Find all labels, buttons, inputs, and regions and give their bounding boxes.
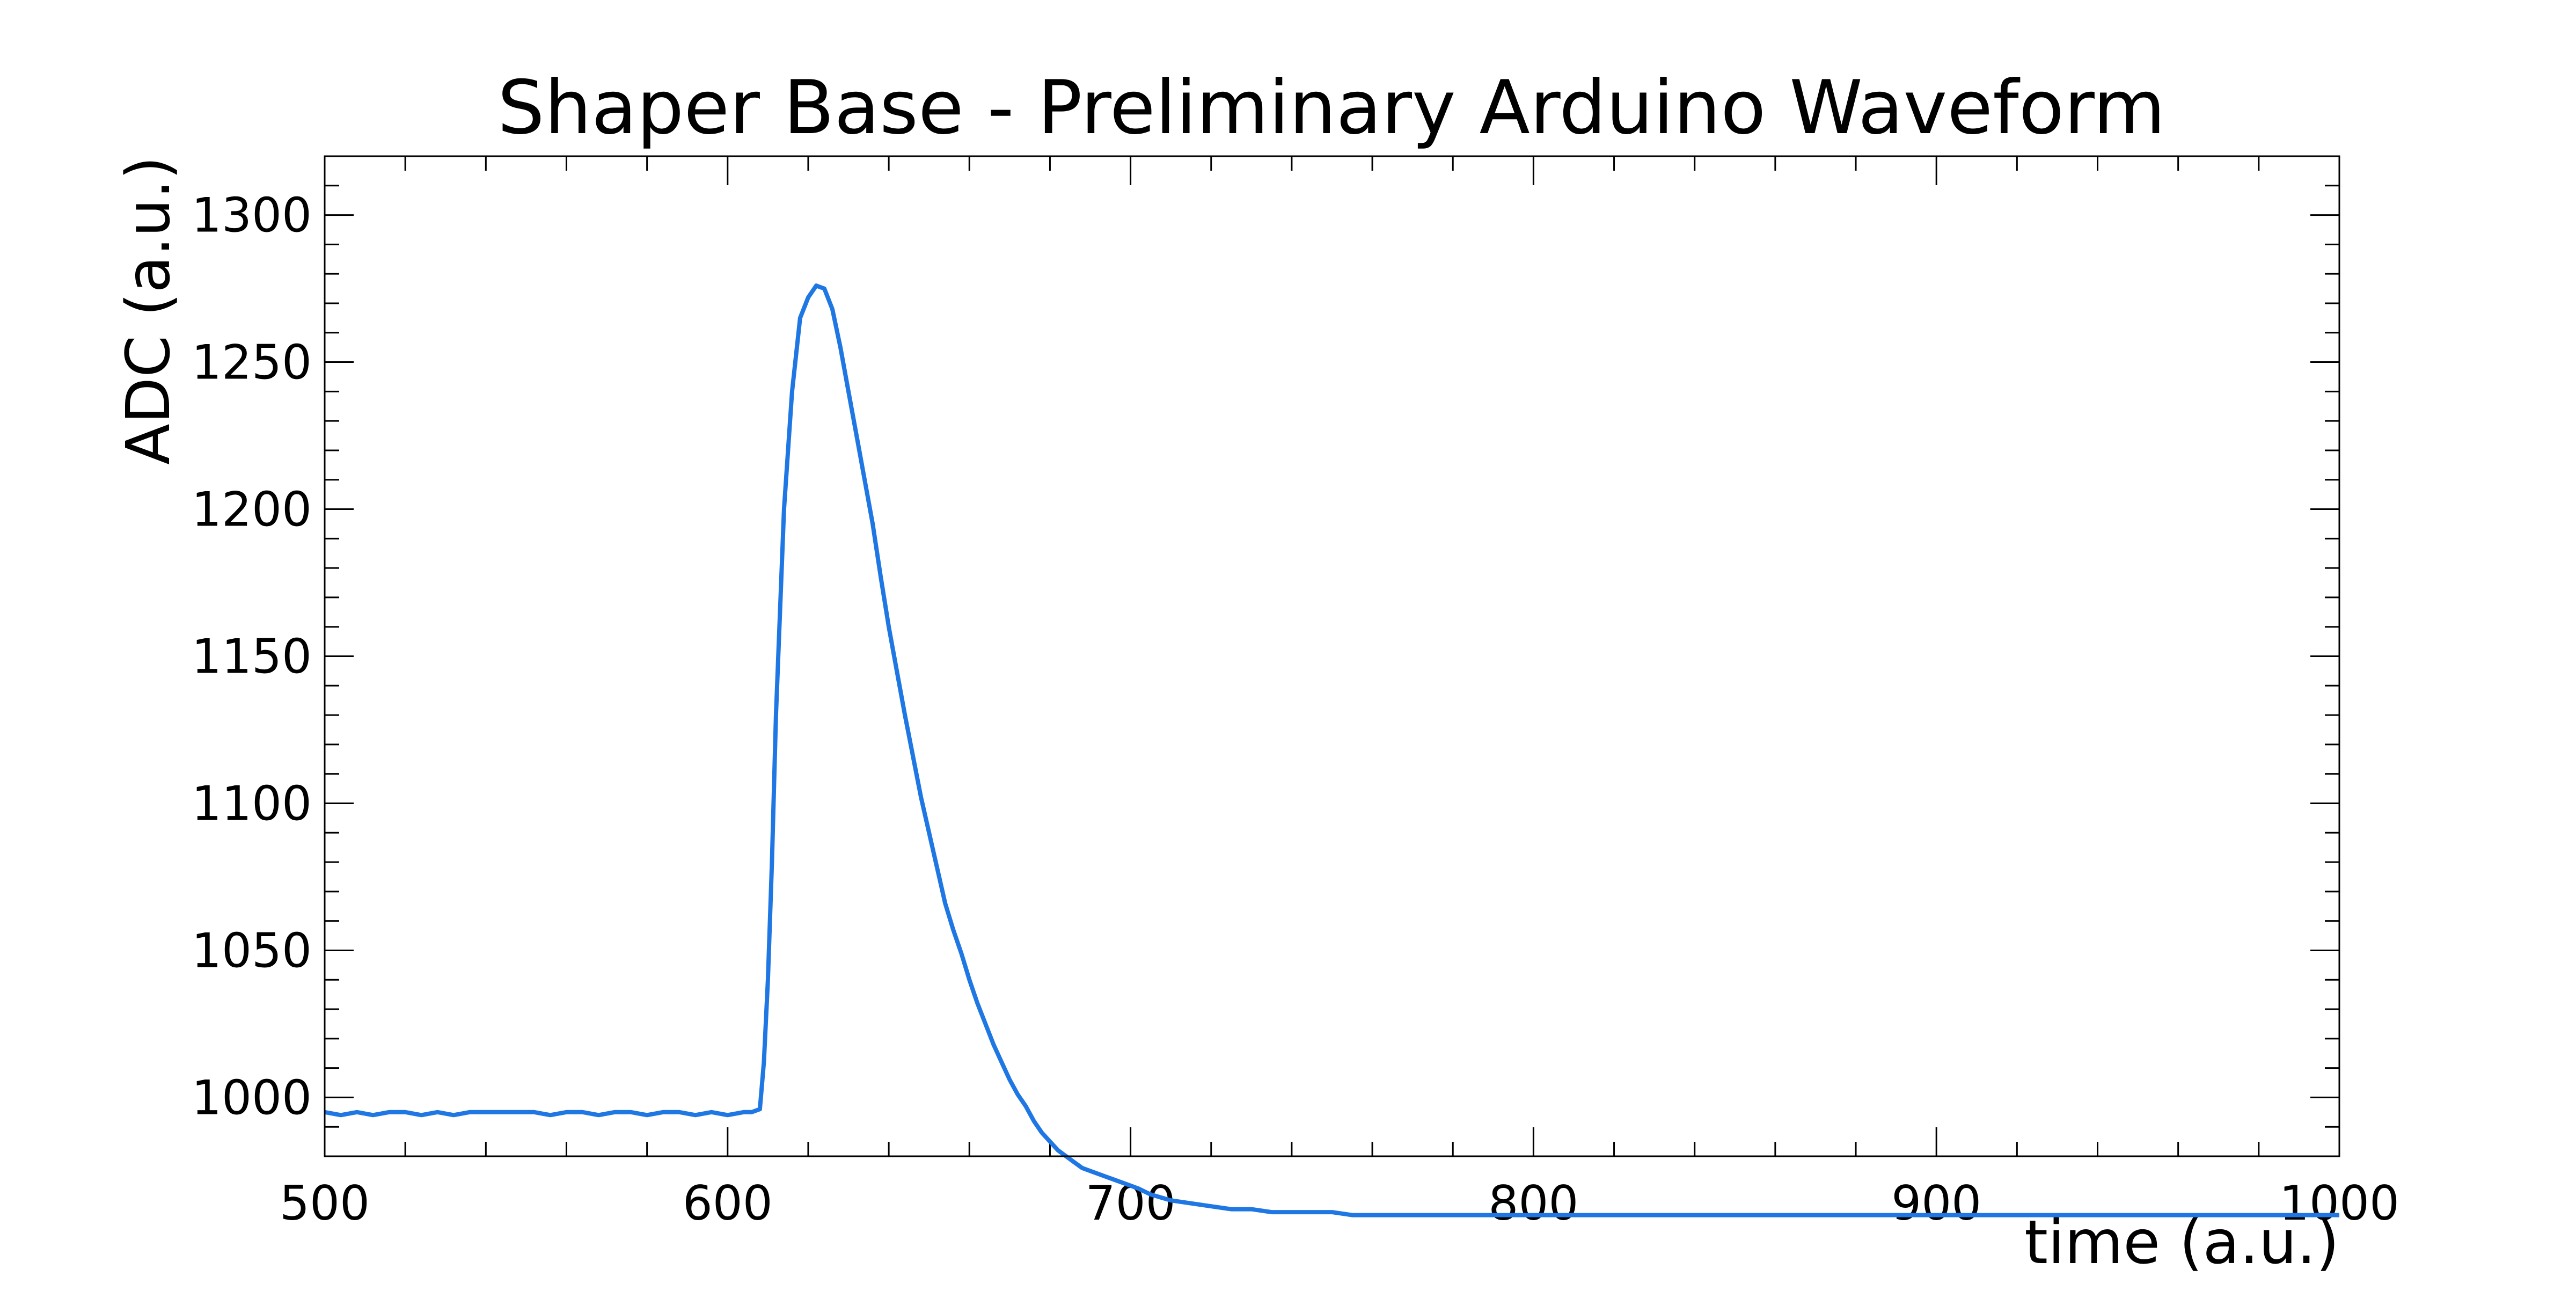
axis-ticks: 500 600 700 800 900 1000100010501100115012001… (192, 155, 2399, 1231)
waveform-series-line (324, 283, 2339, 1217)
plot-frame (324, 155, 2340, 1157)
y-tick-label: 1250 (192, 335, 312, 390)
x-tick-label: 500 (280, 1176, 370, 1231)
x-tick-label: 1000 (2279, 1176, 2399, 1231)
y-axis-label: ADC (a.u.) (114, 156, 184, 465)
y-tick-label: 1100 (192, 776, 312, 831)
y-tick-label: 1300 (192, 188, 312, 243)
x-tick-label: 600 (683, 1176, 773, 1231)
y-tick-label: 1200 (192, 482, 312, 537)
y-tick-label: 1000 (192, 1070, 312, 1125)
series-layer (324, 283, 2339, 1217)
x-axis-label: time (a.u.) (2024, 1208, 2339, 1278)
y-tick-label: 1150 (192, 629, 312, 684)
x-tick-label: 800 (1488, 1176, 1578, 1231)
x-tick-label: 900 (1891, 1176, 1981, 1231)
y-tick-label: 1050 (192, 923, 312, 978)
chart-title: Shaper Base - Preliminary Arduino Wavefo… (497, 64, 2165, 151)
